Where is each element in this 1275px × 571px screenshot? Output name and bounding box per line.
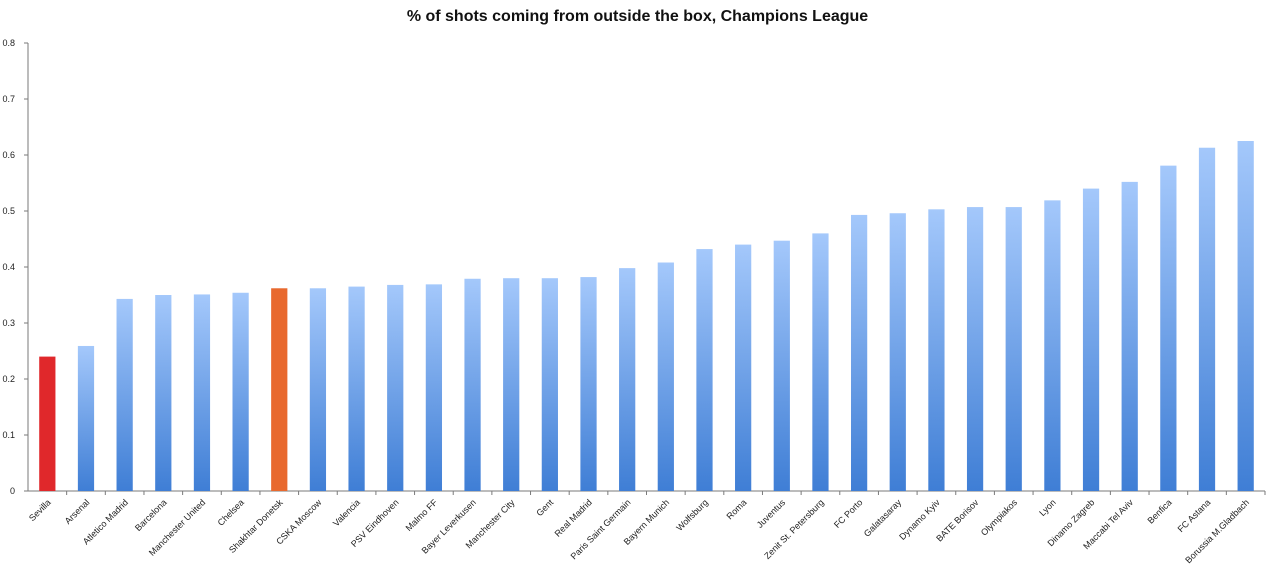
category-label: Valencia <box>331 497 362 528</box>
bar <box>232 292 249 491</box>
bar <box>387 284 404 491</box>
bar <box>696 249 713 491</box>
bar <box>155 295 172 491</box>
bar <box>503 278 520 491</box>
bar <box>966 207 984 491</box>
bar <box>1160 165 1177 491</box>
bar <box>812 233 829 491</box>
category-label: FC Porto <box>832 497 865 530</box>
category-label: Benfica <box>1145 497 1173 525</box>
y-tick-labels: 0 0.1 0.2 0.3 0.4 0.5 0.6 0.7 0.8 <box>2 38 28 496</box>
category-label: Galatasaray <box>862 497 904 539</box>
axes <box>27 43 1266 495</box>
category-label: Sevilla <box>27 497 53 523</box>
category-label: FC Astana <box>1176 497 1213 534</box>
bar <box>541 278 558 491</box>
y-tick-label: 0.3 <box>2 318 15 328</box>
bar <box>1044 200 1061 492</box>
bar <box>1121 181 1138 491</box>
category-label: Chelsea <box>216 497 246 527</box>
y-tick-label: 0.7 <box>2 94 15 104</box>
bar <box>39 356 56 491</box>
chart-title: % of shots coming from outside the box, … <box>406 8 869 25</box>
category-label: Borussia M.Gladbach <box>1183 497 1251 565</box>
bars-group <box>39 141 1254 492</box>
bar <box>116 298 133 491</box>
bar <box>1005 207 1022 491</box>
bar <box>425 284 443 491</box>
bar <box>348 286 365 491</box>
bar <box>1198 147 1216 491</box>
bar <box>1237 141 1254 491</box>
bar <box>580 277 597 491</box>
bar <box>619 268 636 491</box>
bar <box>309 288 327 491</box>
category-label: Malmo FF <box>404 497 440 533</box>
bar <box>889 213 906 492</box>
y-tick-label: 0.2 <box>2 374 15 384</box>
y-tick-label: 0.4 <box>2 262 15 272</box>
category-label: Roma <box>725 497 749 521</box>
bar <box>1082 188 1100 491</box>
category-label: Gent <box>534 497 555 518</box>
y-tick-label: 0.5 <box>2 206 15 216</box>
bar <box>850 214 868 492</box>
bar <box>657 262 674 491</box>
y-tick-label: 0 <box>10 486 15 496</box>
bar <box>928 209 945 491</box>
category-label: Arsenal <box>63 497 92 526</box>
category-label: Barcelona <box>133 497 169 533</box>
bar <box>271 288 288 491</box>
category-label: Real Madrid <box>553 497 594 538</box>
bar <box>193 294 211 491</box>
y-tick-label: 0.1 <box>2 430 15 440</box>
bar <box>735 244 752 491</box>
category-label: Lyon <box>1037 497 1058 518</box>
bar <box>464 278 481 491</box>
bar <box>773 240 790 491</box>
category-label: Olympiakos <box>979 497 1020 538</box>
category-label: Wolfsburg <box>674 497 710 533</box>
y-tick-label: 0.8 <box>2 38 15 48</box>
y-tick-label: 0.6 <box>2 150 15 160</box>
category-label: Juventus <box>755 497 788 530</box>
bar <box>77 345 95 491</box>
